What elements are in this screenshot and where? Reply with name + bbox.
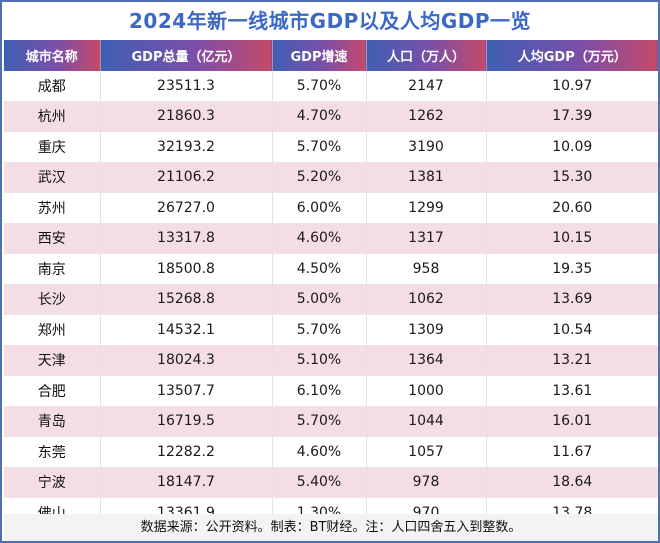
cell-gdp-per-capita: 18.64 <box>486 467 658 498</box>
cell-gdp-per-capita: 13.69 <box>486 284 658 315</box>
cell-gdp-growth: 5.10% <box>272 345 367 376</box>
cell-city: 南京 <box>4 253 101 285</box>
cell-gdp-total: 21860.3 <box>100 101 273 132</box>
cell-population: 1057 <box>366 436 487 468</box>
cell-gdp-per-capita: 10.97 <box>486 71 658 102</box>
cell-city: 苏州 <box>4 192 101 224</box>
cell-city: 合肥 <box>4 375 101 407</box>
cell-city: 东莞 <box>4 436 101 468</box>
cell-gdp-total: 32193.2 <box>100 131 273 163</box>
cell-gdp-total: 21106.2 <box>100 162 273 193</box>
cell-population: 1317 <box>366 223 487 254</box>
cell-city: 青岛 <box>4 406 101 437</box>
cell-gdp-total: 23511.3 <box>100 71 273 102</box>
table-row: 郑州 14532.1 5.70% 1309 10.54 <box>4 314 658 346</box>
cell-population: 1381 <box>366 162 487 193</box>
cell-population: 958 <box>366 253 487 285</box>
cell-gdp-growth: 5.40% <box>272 467 367 498</box>
table-row: 东莞 12282.2 4.60% 1057 11.67 <box>4 436 658 468</box>
table-row: 苏州 26727.0 6.00% 1299 20.60 <box>4 192 658 224</box>
cell-gdp-total: 18500.8 <box>100 253 273 285</box>
cell-gdp-growth: 4.60% <box>272 436 367 468</box>
cell-gdp-per-capita: 10.54 <box>486 314 658 346</box>
cell-gdp-growth: 4.70% <box>272 101 367 132</box>
table-footnote: 数据来源：公开资料。制表：BT财经。注：人口四舍五入到整数。 <box>4 514 658 541</box>
cell-gdp-per-capita: 11.67 <box>486 436 658 468</box>
cell-gdp-per-capita: 16.01 <box>486 406 658 437</box>
cell-gdp-total: 12282.2 <box>100 436 273 468</box>
header-gdp-total: GDP总量（亿元） <box>100 40 273 71</box>
cell-gdp-growth: 5.70% <box>272 131 367 163</box>
cell-gdp-total: 14532.1 <box>100 314 273 346</box>
cell-gdp-per-capita: 17.39 <box>486 101 658 132</box>
table-header-row: 城市名称 GDP总量（亿元） GDP增速 人口（万人） 人均GDP（万元） <box>4 40 658 71</box>
cell-population: 1044 <box>366 406 487 437</box>
cell-city: 重庆 <box>4 131 101 163</box>
cell-population: 1000 <box>366 375 487 407</box>
header-gdp-growth: GDP增速 <box>272 40 367 71</box>
table-row: 天津 18024.3 5.10% 1364 13.21 <box>4 345 658 376</box>
cell-gdp-growth: 6.10% <box>272 375 367 407</box>
cell-gdp-total: 16719.5 <box>100 406 273 437</box>
cell-city: 长沙 <box>4 284 101 315</box>
cell-gdp-total: 13507.7 <box>100 375 273 407</box>
cell-city: 宁波 <box>4 467 101 498</box>
cell-gdp-total: 26727.0 <box>100 192 273 224</box>
table-row: 青岛 16719.5 5.70% 1044 16.01 <box>4 406 658 437</box>
cell-city: 武汉 <box>4 162 101 193</box>
table-row: 西安 13317.8 4.60% 1317 10.15 <box>4 223 658 254</box>
cell-city: 成都 <box>4 71 101 102</box>
cell-population: 1062 <box>366 284 487 315</box>
cell-gdp-total: 13317.8 <box>100 223 273 254</box>
cell-gdp-growth: 5.70% <box>272 406 367 437</box>
cell-population: 1262 <box>366 101 487 132</box>
table-row: 长沙 15268.8 5.00% 1062 13.69 <box>4 284 658 315</box>
cell-population: 978 <box>366 467 487 498</box>
cell-population: 1364 <box>366 345 487 376</box>
cell-gdp-per-capita: 13.61 <box>486 375 658 407</box>
cell-gdp-growth: 5.70% <box>272 314 367 346</box>
table-row: 南京 18500.8 4.50% 958 19.35 <box>4 253 658 285</box>
table-row: 合肥 13507.7 6.10% 1000 13.61 <box>4 375 658 407</box>
cell-gdp-per-capita: 10.15 <box>486 223 658 254</box>
cell-gdp-total: 18147.7 <box>100 467 273 498</box>
cell-population: 3190 <box>366 131 487 163</box>
cell-gdp-per-capita: 10.09 <box>486 131 658 163</box>
cell-gdp-per-capita: 20.60 <box>486 192 658 224</box>
table-row: 武汉 21106.2 5.20% 1381 15.30 <box>4 162 658 193</box>
header-population: 人口（万人） <box>366 40 487 71</box>
cell-population: 1299 <box>366 192 487 224</box>
cell-gdp-per-capita: 19.35 <box>486 253 658 285</box>
cell-gdp-growth: 5.20% <box>272 162 367 193</box>
cell-population: 2147 <box>366 71 487 102</box>
table-row: 宁波 18147.7 5.40% 978 18.64 <box>4 467 658 498</box>
cell-gdp-growth: 5.70% <box>272 71 367 102</box>
cell-gdp-per-capita: 15.30 <box>486 162 658 193</box>
gdp-table: 城市名称 GDP总量（亿元） GDP增速 人口（万人） 人均GDP（万元） 成都… <box>4 40 658 529</box>
cell-gdp-per-capita: 13.21 <box>486 345 658 376</box>
cell-gdp-growth: 5.00% <box>272 284 367 315</box>
cell-gdp-growth: 4.50% <box>272 253 367 285</box>
table-row: 成都 23511.3 5.70% 2147 10.97 <box>4 71 658 102</box>
table-row: 杭州 21860.3 4.70% 1262 17.39 <box>4 101 658 132</box>
header-city: 城市名称 <box>4 40 101 71</box>
cell-city: 杭州 <box>4 101 101 132</box>
cell-city: 西安 <box>4 223 101 254</box>
page-title: 2024年新一线城市GDP以及人均GDP一览 <box>128 9 531 33</box>
table-row: 重庆 32193.2 5.70% 3190 10.09 <box>4 131 658 163</box>
cell-gdp-growth: 6.00% <box>272 192 367 224</box>
cell-city: 天津 <box>4 345 101 376</box>
cell-gdp-growth: 4.60% <box>272 223 367 254</box>
header-gdp-per-capita: 人均GDP（万元） <box>486 40 658 71</box>
cell-population: 1309 <box>366 314 487 346</box>
cell-gdp-total: 15268.8 <box>100 284 273 315</box>
cell-gdp-total: 18024.3 <box>100 345 273 376</box>
cell-city: 郑州 <box>4 314 101 346</box>
